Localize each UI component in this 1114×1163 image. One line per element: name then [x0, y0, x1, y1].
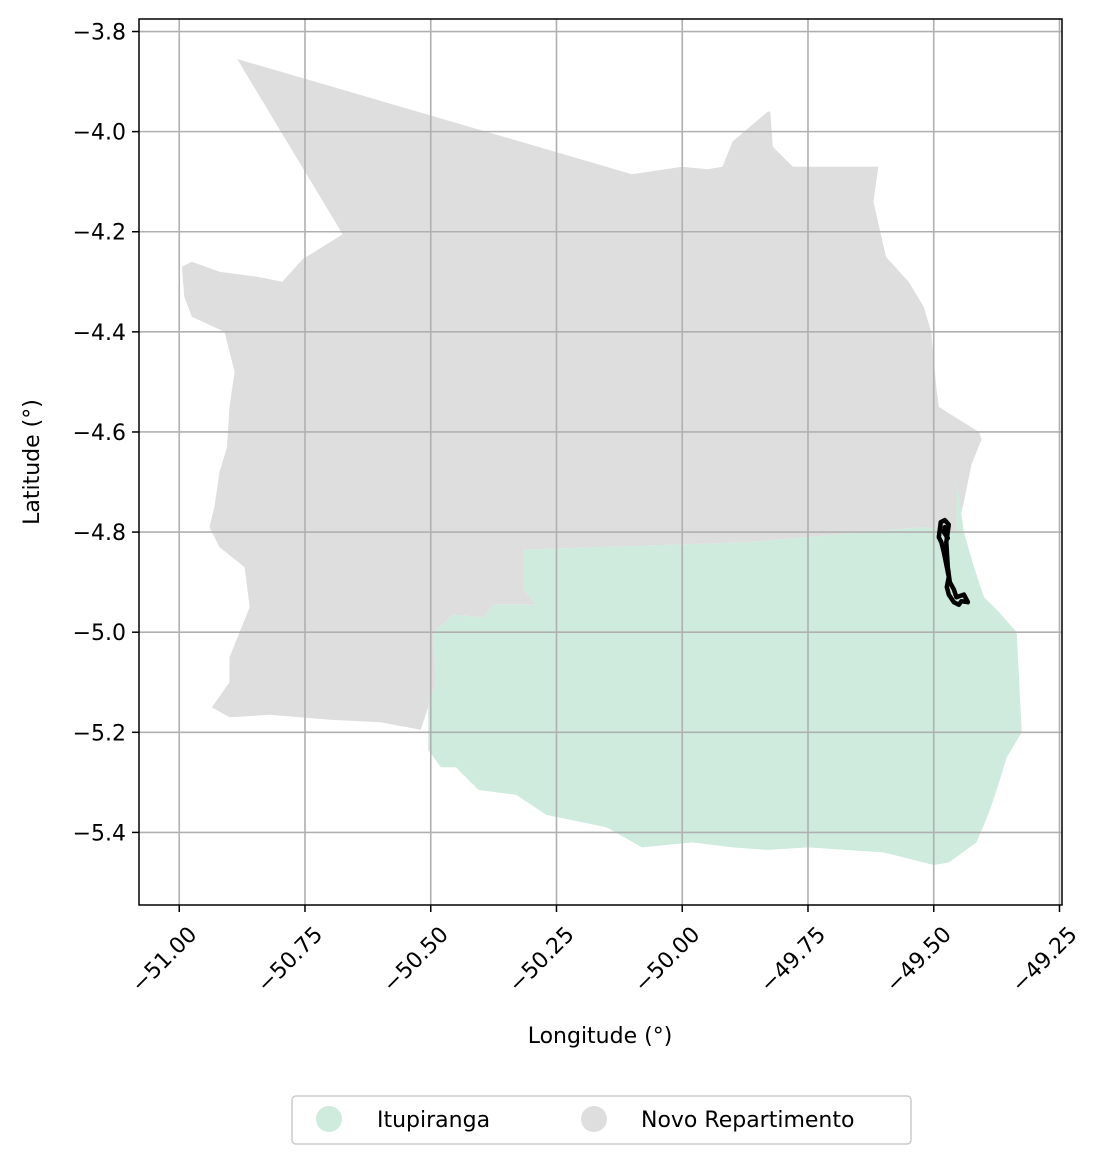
legend-label-itupiranga: Itupiranga [377, 1108, 490, 1133]
x-tick-label: −49.50 [881, 922, 956, 997]
x-tick-label: −49.75 [756, 922, 831, 997]
boundary-outline [936, 517, 971, 607]
y-axis-label: Latitude (°) [20, 399, 45, 525]
y-tick-label: −4.2 [73, 221, 126, 246]
plot-frame [138, 18, 1063, 906]
region-itupiranga [428, 477, 1022, 865]
region-novo-repartimento [181, 59, 982, 730]
y-axis-ticks: −3.8 −4.0 −4.2 −4.4 −4.6 −4.8 −5.0 −5.2 −5.4 [73, 21, 139, 846]
x-tick-label: −50.00 [630, 922, 705, 997]
y-tick-label: −4.0 [73, 121, 126, 146]
y-tick-label: −5.2 [73, 721, 126, 746]
x-tick-label: −50.75 [253, 922, 328, 997]
grid-layer [139, 19, 1062, 905]
boundary-outline-layer [936, 517, 971, 607]
y-tick-label: −4.8 [73, 521, 126, 546]
x-axis-label: Longitude (°) [528, 1024, 673, 1049]
x-axis-ticks: −51.00 −50.75 −50.50 −50.25 −50.00 −49.75 −49.… [127, 905, 1082, 998]
y-tick-label: −3.8 [73, 21, 126, 46]
boundary-outline [941, 524, 951, 541]
x-tick-label: −50.50 [378, 922, 453, 997]
y-tick-label: −4.6 [73, 421, 126, 446]
legend-marker-itupiranga [316, 1106, 342, 1132]
legend-marker-novo-repartimento [581, 1106, 607, 1132]
legend-label-novo-repartimento: Novo Repartimento [641, 1108, 854, 1133]
x-tick-label: −51.00 [127, 922, 202, 997]
y-tick-label: −4.4 [73, 321, 126, 346]
y-tick-label: −5.4 [73, 821, 126, 846]
x-tick-label: −50.25 [504, 922, 579, 997]
y-tick-label: −5.0 [73, 621, 126, 646]
legend: Itupiranga Novo Repartimento [291, 1095, 912, 1145]
x-tick-label: −49.25 [1007, 922, 1082, 997]
regions-layer [181, 59, 1022, 865]
